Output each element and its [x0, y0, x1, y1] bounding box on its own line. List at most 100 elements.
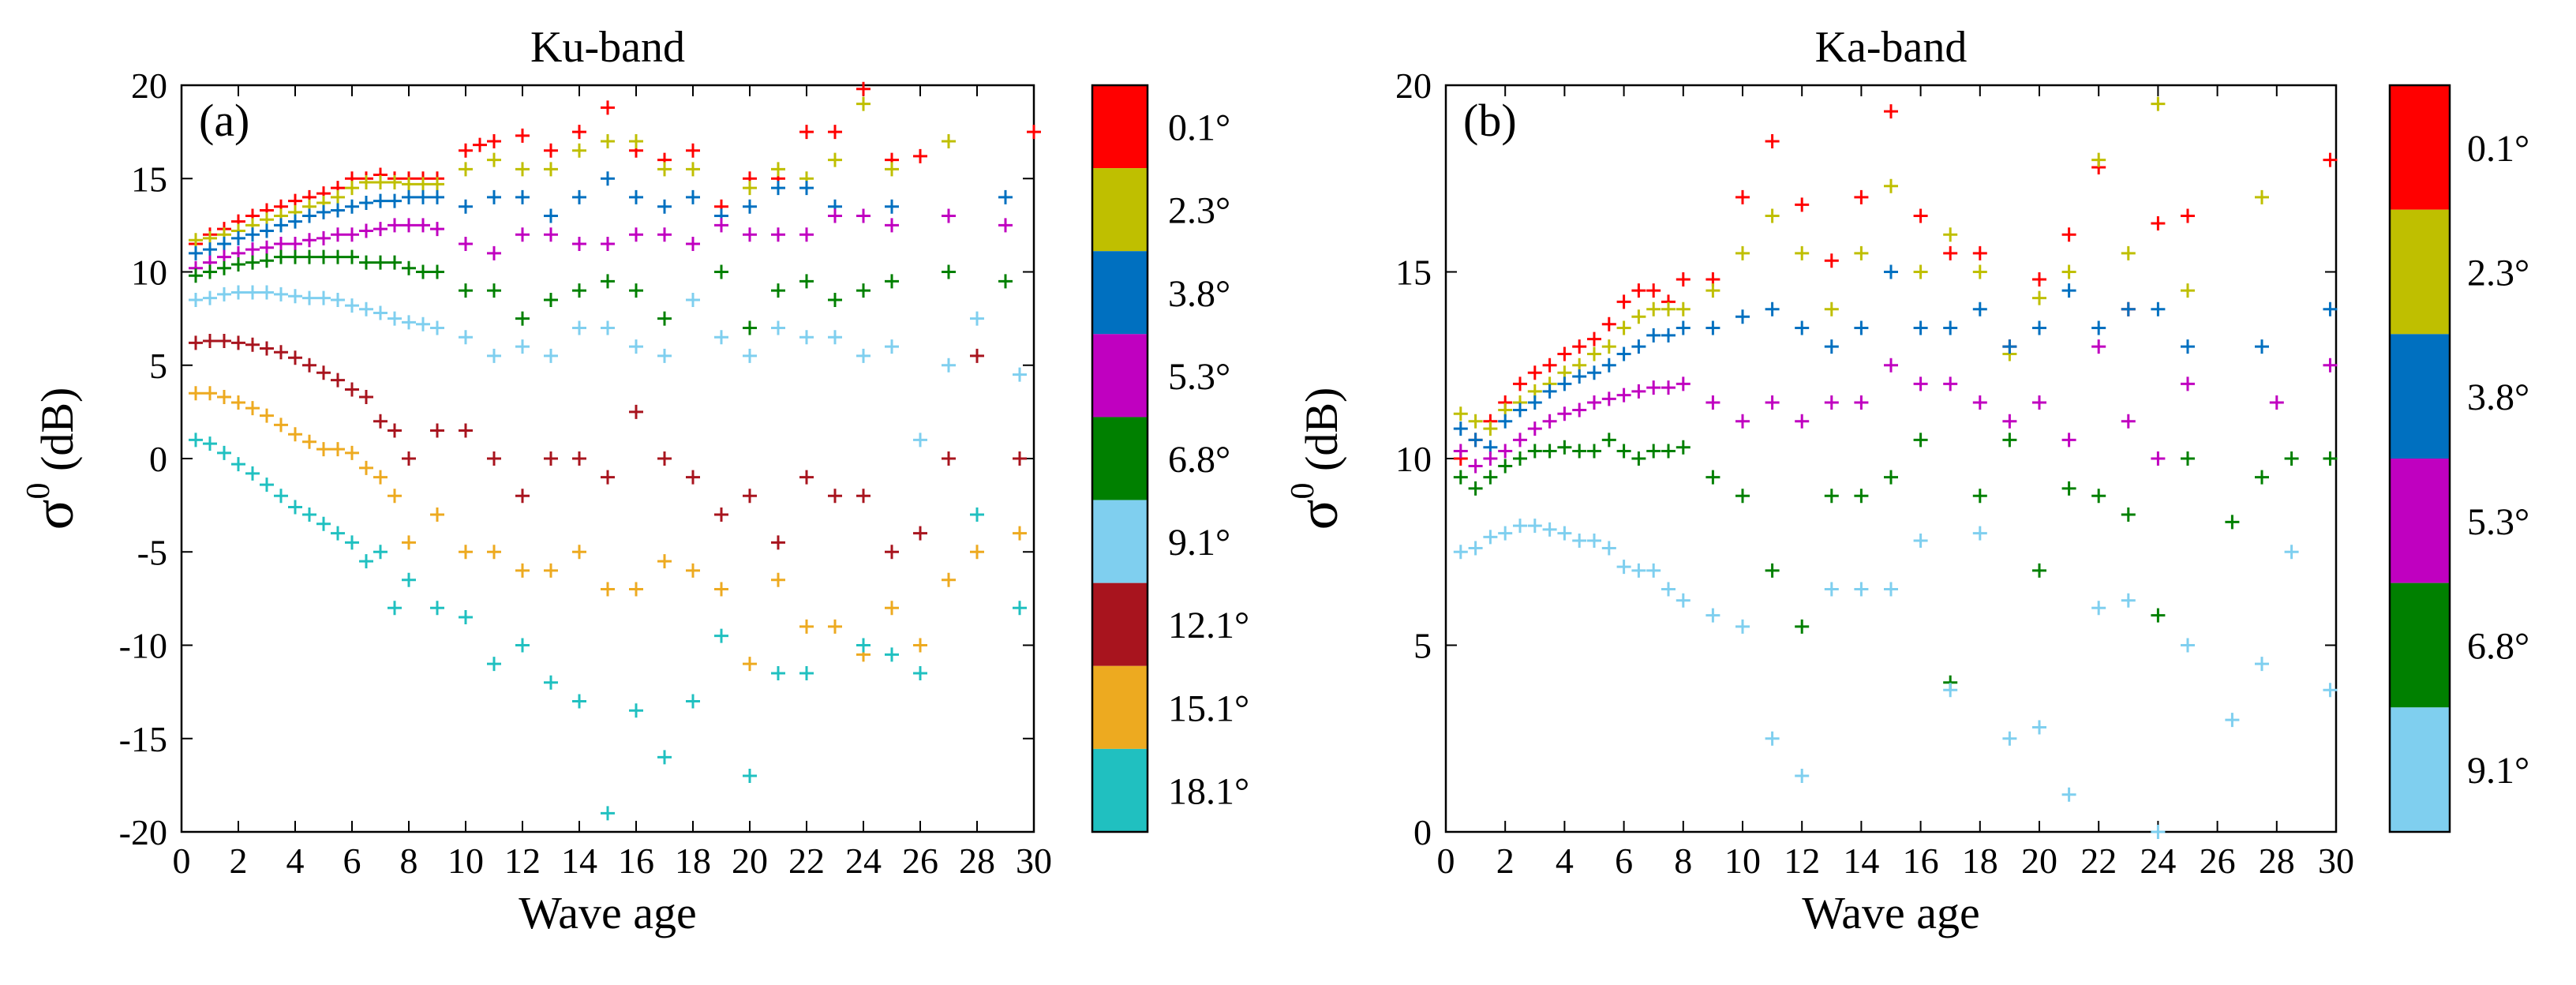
data-point	[2121, 301, 2136, 316]
data-point	[1884, 264, 1898, 279]
data-point	[1527, 519, 1542, 534]
series-6.8deg	[1453, 433, 2338, 690]
colorbar-label: 2.3°	[2467, 253, 2529, 294]
data-point	[459, 283, 473, 298]
data-point	[288, 500, 302, 515]
data-point	[771, 320, 785, 335]
colorbar-label: 3.8°	[2467, 376, 2529, 418]
data-point	[402, 315, 416, 330]
data-point	[345, 249, 359, 264]
data-point	[601, 133, 615, 148]
y-tick-label: 15	[1395, 253, 1432, 293]
data-point	[359, 223, 373, 238]
data-point	[316, 204, 331, 219]
data-point	[1483, 451, 1498, 466]
data-point	[771, 181, 785, 196]
colorbar-label: 3.8°	[1168, 273, 1230, 315]
data-point	[1795, 197, 1810, 212]
colorbar-swatch	[1092, 334, 1148, 418]
data-point	[302, 358, 316, 373]
data-point	[1854, 395, 1869, 410]
data-point	[288, 289, 302, 304]
x-tick-label: 12	[504, 841, 541, 881]
data-point	[345, 298, 359, 313]
data-point	[799, 181, 814, 196]
data-point	[743, 320, 757, 335]
data-point	[402, 189, 416, 204]
data-point	[1587, 346, 1601, 361]
data-point	[1795, 619, 1810, 634]
colorbar-swatch	[1092, 748, 1148, 832]
data-point	[373, 470, 388, 485]
data-point	[217, 260, 231, 275]
data-point	[1453, 421, 1468, 436]
data-point	[743, 657, 757, 672]
data-point	[416, 177, 430, 192]
data-point	[2061, 283, 2076, 298]
data-point	[1661, 380, 1676, 395]
data-point	[1527, 421, 1542, 436]
colorbar-label: 5.3°	[2467, 501, 2529, 543]
data-point	[430, 264, 444, 279]
data-point	[345, 445, 359, 460]
data-point	[402, 572, 416, 587]
data-point	[1676, 320, 1690, 335]
data-point	[1705, 470, 1720, 485]
x-tick-label: 24	[845, 841, 882, 881]
x-tick-label: 30	[2318, 841, 2354, 881]
data-point	[288, 350, 302, 365]
data-point	[1513, 451, 1527, 466]
data-point	[402, 260, 416, 275]
data-point	[1616, 560, 1631, 575]
data-point	[487, 283, 501, 298]
data-point	[686, 563, 700, 578]
data-point	[515, 189, 530, 204]
data-point	[2091, 320, 2106, 335]
data-point	[572, 451, 586, 466]
data-point	[544, 143, 558, 158]
x-tick-label: 16	[1903, 841, 1939, 881]
data-point	[1824, 395, 1839, 410]
data-point	[1572, 403, 1587, 418]
data-point	[601, 274, 615, 289]
data-point	[601, 171, 615, 186]
data-point	[1483, 530, 1498, 545]
data-point	[572, 545, 586, 560]
data-point	[2121, 414, 2136, 429]
data-point	[231, 285, 245, 300]
data-point	[515, 489, 530, 504]
data-point	[316, 249, 331, 264]
data-point	[799, 665, 814, 680]
x-tick-label: 20	[732, 841, 768, 881]
series-15.1deg	[189, 386, 1027, 672]
data-point	[2181, 376, 2195, 391]
data-point	[1646, 563, 1661, 578]
x-tick-label: 16	[618, 841, 654, 881]
data-point	[743, 489, 757, 504]
data-point	[1661, 444, 1676, 459]
data-point	[1601, 541, 1616, 556]
data-point	[828, 208, 842, 223]
data-point	[657, 451, 672, 466]
data-point	[302, 434, 316, 449]
data-point	[373, 545, 388, 560]
data-point	[657, 162, 672, 177]
data-point	[231, 230, 245, 245]
data-point	[1631, 451, 1646, 466]
data-point	[1676, 376, 1690, 391]
data-point	[1735, 189, 1750, 204]
data-point	[1557, 346, 1572, 361]
data-point	[799, 274, 814, 289]
data-point	[189, 245, 203, 260]
data-point	[189, 292, 203, 307]
data-point	[1587, 534, 1601, 549]
data-point	[1513, 433, 1527, 448]
series-2.3deg	[1453, 96, 2269, 436]
data-point	[2269, 395, 2284, 410]
series-3.8deg	[1453, 264, 2338, 455]
data-point	[1854, 320, 1869, 335]
data-point	[487, 133, 501, 148]
data-point	[316, 230, 331, 245]
data-point	[686, 292, 700, 307]
data-point	[274, 237, 288, 252]
